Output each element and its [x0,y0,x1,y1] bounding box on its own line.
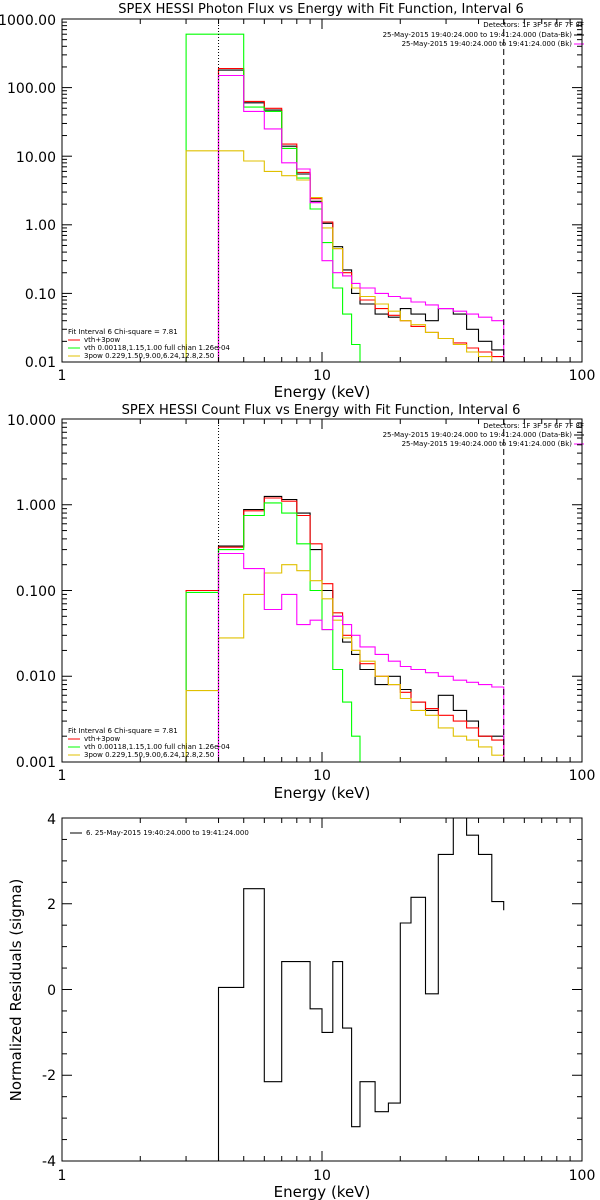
panel3-ytick-0: 0 [47,983,56,999]
panel2-ytick-1.000: 1.000 [16,498,56,514]
panel2-x-axis-label: Energy (keV) [274,784,371,802]
panel2-ytick-0.001: 0.001 [16,755,56,771]
panel3-xtick-10: 10 [313,1168,331,1184]
panel2-xtick-100: 100 [569,768,596,784]
panel1-ytick-1000.00: 1000.00 [0,13,56,29]
panel3-x-tick-labels: 1 10 100 [58,1168,596,1184]
p1-series-data-bk [217,69,505,362]
panel1-xtick-10: 10 [313,368,331,384]
panel3-x-axis-label: Energy (keV) [274,1183,371,1200]
panel2-ytick-0.010: 0.010 [16,669,56,685]
panel1-legend-label-1: vth+3pow [84,336,120,344]
panel2-header-line-1: Detectors: 1F 3F 5F 6F 7F 8F [483,422,584,430]
panel2-xtick-10: 10 [313,768,331,784]
panel3-plot-area [61,817,583,1162]
panel2-header: Detectors: 1F 3F 5F 6F 7F 8F 25-May-2015… [383,422,584,448]
panel1-ytick-0.01: 0.01 [25,355,56,371]
panel2-legend: Fit Interval 6 Chi-square = 7.81 vth+3po… [68,727,230,759]
p3-series-6-25-may-2015-19-40-24-000-to-19-41-24-000 [217,817,505,1161]
panel1-legend: Fit Interval 6 Chi-square = 7.81 vth+3po… [68,328,230,360]
panel3-xtick-100: 100 [569,1168,596,1184]
panel1-ytick-0.10: 0.10 [25,287,56,303]
panel-count-flux: SPEX HESSI Count Flux vs Energy with Fit… [7,403,595,802]
p1-series-bk [217,74,505,362]
panel1-title: SPEX HESSI Photon Flux vs Energy with Fi… [118,2,524,17]
panel2-xtick-1: 1 [58,768,67,784]
panel3-y-axis-label: Normalized Residuals (sigma) [7,879,25,1102]
panel2-x-tick-labels: 1 10 100 [58,768,596,784]
p2-series-bk [217,552,505,762]
panel1-header-line-3: 25-May-2015 19:40:24.000 to 19:41:24.000… [402,40,573,48]
panel3-ytick-minus2: -2 [42,1068,56,1084]
panel3-axes-frame [61,817,583,1162]
panel1-x-tick-labels: 1 10 100 [58,368,596,384]
panel3-ticks [61,817,583,1162]
panel2-ticks [61,418,583,763]
panel2-ytick-0.100: 0.100 [16,584,56,600]
panel1-ticks [61,18,583,363]
panel2-ytick-10.000: 10.000 [7,413,56,429]
panel-photon-flux: SPEX HESSI Photon Flux vs Energy with Fi… [0,2,595,401]
panel1-xtick-1: 1 [58,368,67,384]
panel1-legend-label-2: vth 0.00118,1.15,1.00 full chian 1.26e-0… [84,344,230,352]
panel1-vlines [218,19,505,362]
panel1-series-group [185,33,505,363]
panel2-y-tick-labels: 0.001 0.010 0.100 1.000 10.000 [7,413,56,771]
panel3-ytick-4: 4 [47,812,56,828]
p2-series-vth-3pow [185,497,505,762]
panel1-xtick-100: 100 [569,368,596,384]
panel-residuals: -4 -2 0 2 4 1 10 100 Energy (keV) Normal… [7,812,595,1200]
panel3-ytick-minus4: -4 [42,1154,56,1170]
panel2-header-line-2: 25-May-2015 19:40:24.000 to 19:41:24.000… [383,431,573,439]
panel3-legend-label: 6. 25-May-2015 19:40:24.000 to 19:41:24.… [86,829,249,837]
p1-series-3pow [185,150,504,363]
panel3-xtick-1: 1 [58,1168,67,1184]
panel1-ytick-100.00: 100.00 [7,81,56,97]
panel1-y-tick-labels: 0.01 0.10 1.00 10.00 100.00 1000.00 [0,13,56,371]
panel2-legend-label-3: 3pow 0.229,1.50,9.00,6.24,12.8,2.50 [84,751,214,759]
panel2-header-line-3: 25-May-2015 19:40:24.000 to 19:41:24.000… [402,440,573,448]
panel2-plot-area [61,418,583,763]
panel1-header-line-2: 25-May-2015 19:40:24.000 to 19:41:24.000… [383,31,573,39]
p2-series-3pow [185,564,505,762]
panel1-ytick-1.00: 1.00 [25,218,56,234]
panel1-header: Detectors: 1F 3F 5F 6F 7F 8F 25-May-2015… [383,21,584,48]
p1-series-vth-3pow [217,67,505,362]
panel2-legend-title: Fit Interval 6 Chi-square = 7.81 [68,727,178,735]
panel1-header-line-1: Detectors: 1F 3F 5F 6F 7F 8F [483,21,584,29]
p2-series-vth [185,502,504,763]
panel2-series-group [185,495,505,763]
panel1-ytick-10.00: 10.00 [16,150,56,166]
panel3-legend: 6. 25-May-2015 19:40:24.000 to 19:41:24.… [70,829,249,837]
panel3-y-tick-labels: -4 -2 0 2 4 [42,812,56,1170]
panel1-legend-label-3: 3pow 0.229,1.50,9.00,6.24,12.8,2.50 [84,352,214,360]
panel2-title: SPEX HESSI Count Flux vs Energy with Fit… [122,403,521,418]
panel3-ytick-2: 2 [47,897,56,913]
panel3-series-group [217,817,505,1161]
panel2-vlines [218,419,505,762]
p1-series-vth [185,33,504,363]
p2-series-data-bk [217,495,505,762]
panel2-legend-label-2: vth 0.00118,1.15,1.00 full chian 1.26e-0… [84,743,230,751]
panel1-plot-area [61,18,583,363]
panel1-legend-title: Fit Interval 6 Chi-square = 7.81 [68,328,178,336]
panel2-legend-label-1: vth+3pow [84,735,120,743]
panel1-x-axis-label: Energy (keV) [274,383,371,401]
